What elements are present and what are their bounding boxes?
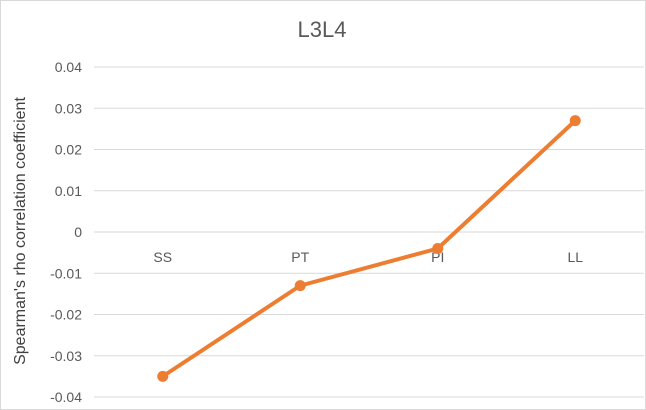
x-category-label: PI (431, 249, 444, 265)
y-tick-label: 0.04 (55, 59, 82, 75)
y-tick-label: 0.02 (55, 142, 82, 158)
data-point (432, 243, 444, 254)
series-line (160, 118, 578, 379)
gridlines (94, 66, 644, 398)
x-category-label: SS (153, 249, 172, 265)
y-tick-label: 0.01 (55, 183, 82, 199)
y-tick-label: 0 (74, 224, 82, 240)
y-tick-label: -0.02 (50, 307, 82, 323)
y-tick-label: 0.03 (55, 100, 82, 116)
y-tick-labels: 0.04 0.03 0.02 0.01 0 -0.01 -0.02 -0.03 -0.04 (50, 59, 82, 405)
data-point (294, 280, 306, 292)
y-tick-label: -0.04 (50, 389, 82, 405)
chart-title: L3L4 (298, 17, 347, 42)
series-layer (157, 115, 581, 382)
x-category-label: LL (567, 249, 583, 265)
y-tick-label: -0.01 (50, 265, 82, 281)
y-tick-label: -0.03 (50, 348, 82, 364)
x-category-labels: SS PT PI LL (153, 249, 583, 265)
y-axis-label: Spearman's rho correlation coefficient (12, 97, 29, 365)
data-point (157, 370, 169, 382)
x-category-label: PT (291, 249, 309, 265)
data-point (569, 115, 581, 127)
